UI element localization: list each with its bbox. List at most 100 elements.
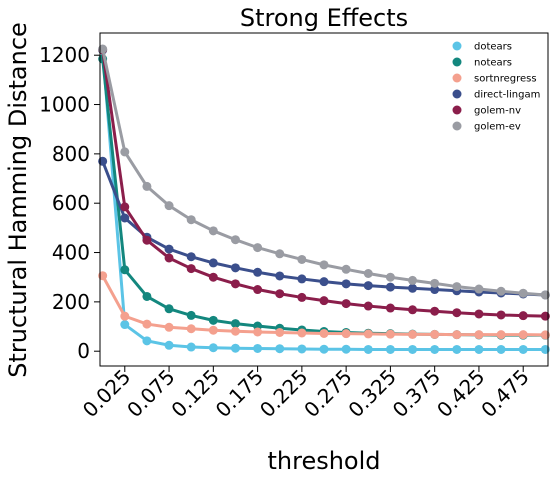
data-point: [230, 235, 240, 245]
data-point: [120, 202, 130, 212]
data-point: [186, 310, 196, 320]
data-point: [230, 279, 240, 289]
data-point: [230, 343, 240, 353]
data-point: [253, 343, 263, 353]
x-tick-label: 0.275: [299, 365, 356, 422]
data-point: [208, 226, 218, 236]
y-axis: 0 200 400 600 800 1000 1200: [39, 43, 100, 363]
x-tick-label: 0.225: [255, 365, 312, 422]
y-tick-label: 0: [77, 339, 90, 363]
y-tick-label: 800: [52, 142, 90, 166]
data-point: [430, 329, 440, 339]
data-point: [518, 311, 528, 321]
data-point: [186, 324, 196, 334]
data-point: [518, 344, 528, 354]
legend-marker: [452, 121, 462, 131]
data-point: [208, 258, 218, 268]
data-point: [120, 320, 130, 330]
data-point: [164, 340, 174, 350]
x-tick-label: 0.425: [432, 365, 489, 422]
data-point: [341, 329, 351, 339]
data-point: [496, 286, 506, 296]
chart-title: Strong Effects: [240, 4, 408, 32]
data-point: [452, 308, 462, 318]
x-tick-label: 0.025: [78, 365, 135, 422]
plot-area: [98, 44, 550, 354]
series-sortnregress: [98, 271, 550, 340]
data-point: [363, 301, 373, 311]
legend-label: golem-nv: [474, 106, 521, 117]
data-point: [341, 299, 351, 309]
data-point: [319, 277, 329, 287]
data-point: [186, 252, 196, 262]
data-point: [341, 264, 351, 274]
data-point: [253, 327, 263, 337]
data-point: [518, 288, 528, 298]
data-point: [385, 344, 395, 354]
plot-frame: [99, 32, 549, 367]
legend-marker: [452, 73, 462, 83]
series-golem-nv: [98, 45, 550, 321]
data-point: [208, 325, 218, 335]
legend-label: golem-ev: [474, 122, 521, 133]
data-point: [385, 303, 395, 313]
data-point: [297, 344, 307, 354]
data-point: [408, 283, 418, 293]
data-point: [275, 289, 285, 299]
data-point: [230, 319, 240, 329]
data-point: [186, 342, 196, 352]
data-point: [142, 336, 152, 346]
x-axis-label: threshold: [267, 447, 380, 475]
data-point: [275, 271, 285, 281]
data-point: [385, 272, 395, 282]
legend-marker: [452, 57, 462, 67]
data-point: [253, 267, 263, 277]
data-point: [341, 344, 351, 354]
data-point: [474, 309, 484, 319]
data-point: [164, 201, 174, 211]
data-point: [474, 284, 484, 294]
data-point: [363, 269, 373, 278]
data-point: [253, 243, 263, 253]
data-point: [452, 344, 462, 354]
y-tick-label: 400: [52, 241, 90, 265]
series-line: [101, 160, 546, 297]
data-point: [430, 306, 440, 316]
data-point: [363, 281, 373, 291]
legend-marker: [452, 105, 462, 115]
data-point: [208, 272, 218, 282]
x-tick-label: 0.175: [211, 365, 268, 422]
series-golem-ev: [98, 44, 550, 300]
data-point: [120, 213, 130, 223]
series-dotears: [98, 45, 550, 354]
data-point: [297, 328, 307, 338]
legend: dotears notears sortnregress direct-lingam g…: [452, 41, 540, 133]
data-point: [319, 344, 329, 354]
data-point: [253, 285, 263, 295]
x-tick-label: 0.325: [343, 365, 400, 422]
data-point: [275, 327, 285, 337]
data-point: [230, 263, 240, 273]
data-point: [385, 329, 395, 339]
data-point: [363, 329, 373, 339]
data-point: [319, 260, 329, 270]
x-tick-label: 0.475: [476, 365, 533, 422]
legend-marker: [452, 41, 462, 51]
x-tick-label: 0.375: [388, 365, 445, 422]
data-point: [120, 147, 130, 157]
legend-marker: [452, 89, 462, 99]
data-point: [408, 275, 418, 285]
data-point: [297, 274, 307, 284]
x-tick-label: 0.125: [166, 365, 223, 422]
data-point: [120, 265, 130, 275]
data-point: [496, 344, 506, 354]
y-tick-label: 200: [52, 290, 90, 314]
data-point: [120, 311, 130, 321]
data-point: [208, 343, 218, 353]
data-point: [186, 264, 196, 274]
y-tick-label: 1200: [39, 43, 90, 67]
data-point: [186, 215, 196, 225]
data-point: [452, 282, 462, 292]
x-axis: 0.0250.0750.1250.1750.2250.2750.3250.375…: [78, 365, 534, 422]
